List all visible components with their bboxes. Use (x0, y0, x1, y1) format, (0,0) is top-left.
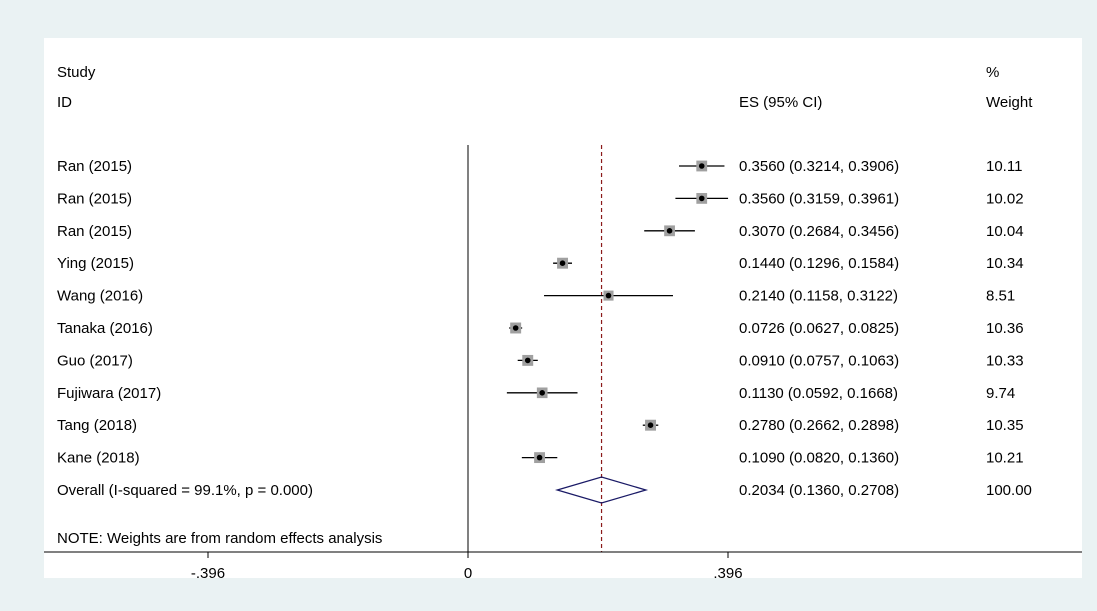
study-label: Ran (2015) (57, 158, 132, 175)
study-label: Ying (2015) (57, 255, 134, 272)
point-estimate (512, 325, 519, 331)
footnote: NOTE: Weights are from random effects an… (57, 530, 382, 547)
weight-value: 8.51 (986, 288, 1015, 305)
header-study: Study (57, 64, 96, 81)
es-ci-value: 0.1090 (0.0820, 0.1360) (739, 450, 899, 467)
point-estimate (524, 357, 531, 364)
point-estimate (605, 292, 612, 299)
weight-value: 10.04 (986, 223, 1024, 240)
point-estimate (539, 390, 545, 396)
x-tick-label: -.396 (191, 565, 225, 582)
es-ci-value: 0.2140 (0.1158, 0.3122) (739, 288, 898, 305)
header-es-ci: ES (95% CI) (739, 94, 822, 111)
es-ci-value: 0.3560 (0.3214, 0.3906) (739, 158, 899, 175)
overall-es-ci-value: 0.2034 (0.1360, 0.2708) (739, 482, 899, 499)
header-id: ID (57, 94, 72, 111)
es-ci-value: 0.2780 (0.2662, 0.2898) (739, 417, 899, 434)
header-percent: % (986, 64, 999, 81)
es-ci-value: 0.3560 (0.3159, 0.3961) (739, 190, 899, 207)
es-ci-value: 0.0726 (0.0627, 0.0825) (739, 320, 899, 337)
weight-value: 10.33 (986, 352, 1024, 369)
es-ci-value: 0.1440 (0.1296, 0.1584) (739, 255, 899, 272)
weight-value: 10.11 (986, 158, 1022, 175)
header-weight: Weight (986, 94, 1033, 111)
overall-diamond (554, 476, 649, 504)
study-label: Ran (2015) (57, 223, 132, 240)
point-estimate (666, 228, 673, 234)
weight-value: 10.34 (986, 255, 1024, 272)
point-estimate (647, 422, 654, 429)
weight-value: 10.35 (986, 417, 1024, 434)
weight-value: 9.74 (986, 385, 1015, 402)
study-label: Ran (2015) (57, 190, 132, 207)
weight-value: 10.02 (986, 190, 1024, 207)
es-ci-value: 0.3070 (0.2684, 0.3456) (739, 223, 899, 240)
point-estimate (536, 454, 543, 461)
study-rows: Ran (2015) 0.3560 (0.3214, 0.3906) 10.11 Ra… (57, 145, 1032, 552)
study-label: Fujiwara (2017) (57, 385, 161, 402)
weight-value: 10.21 (986, 450, 1024, 467)
study-label: Kane (2018) (57, 450, 140, 467)
x-axis-ticks: -.396 0 .396 (191, 552, 743, 582)
es-ci-value: 0.0910 (0.0757, 0.1063) (739, 352, 899, 369)
study-label: Wang (2016) (57, 288, 143, 305)
study-label: Guo (2017) (57, 352, 133, 369)
point-estimate (698, 163, 705, 169)
es-ci-value: 0.1130 (0.0592, 0.1668) (739, 385, 898, 402)
weight-value: 10.36 (986, 320, 1024, 337)
study-label: Tanaka (2016) (57, 320, 153, 337)
overall-label: Overall (I-squared = 99.1%, p = 0.000) (57, 482, 313, 499)
overall-weight-value: 100.00 (986, 482, 1032, 499)
x-tick-label: 0 (464, 565, 472, 582)
x-tick-label: .396 (713, 565, 742, 582)
study-label: Tang (2018) (57, 417, 137, 434)
point-estimate (559, 260, 566, 267)
point-estimate (698, 195, 705, 202)
